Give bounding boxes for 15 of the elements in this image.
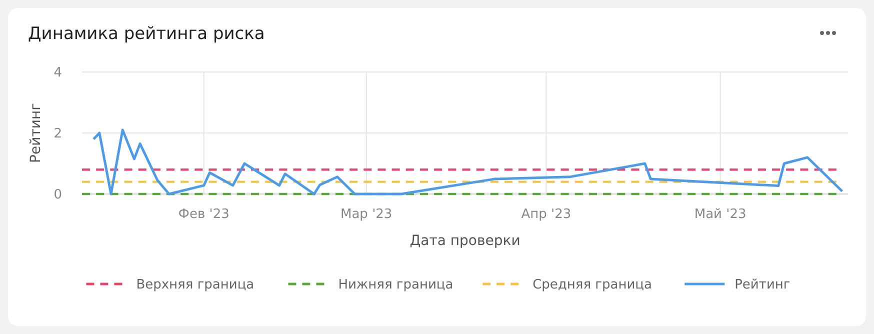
legend-label: Средняя граница: [532, 278, 652, 293]
x-axis-title: Дата проверки: [410, 233, 520, 249]
x-tick-label: Май '23: [694, 207, 746, 222]
y-tick-label: 2: [54, 126, 62, 142]
legend-label: Верхняя граница: [136, 278, 254, 293]
chart-title: Динамика рейтинга риска: [28, 24, 265, 44]
y-tick-label: 0: [54, 188, 62, 203]
legend-label: Нижняя граница: [338, 278, 454, 293]
line-series: [92, 128, 844, 196]
x-tick-label: Апр '23: [521, 207, 572, 222]
y-tick-label: 4: [54, 66, 62, 81]
x-tick-label: Мар '23: [340, 207, 392, 222]
legend-label: Рейтинг: [734, 278, 790, 293]
x-tick-label: Фев '23: [178, 207, 230, 222]
y-axis-title: Рейтинг: [28, 103, 44, 163]
